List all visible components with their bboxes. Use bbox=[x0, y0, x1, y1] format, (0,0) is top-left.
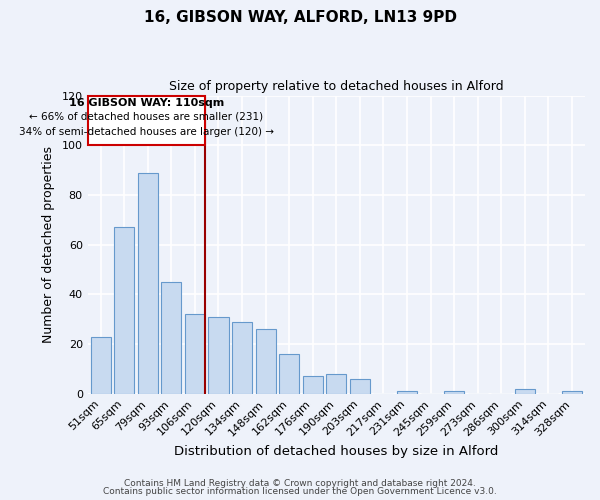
Bar bbox=[303, 376, 323, 394]
Bar bbox=[279, 354, 299, 394]
Title: Size of property relative to detached houses in Alford: Size of property relative to detached ho… bbox=[169, 80, 503, 93]
Bar bbox=[161, 282, 181, 394]
Bar bbox=[208, 317, 229, 394]
Bar bbox=[232, 322, 252, 394]
X-axis label: Distribution of detached houses by size in Alford: Distribution of detached houses by size … bbox=[174, 444, 499, 458]
Bar bbox=[515, 389, 535, 394]
Bar bbox=[185, 314, 205, 394]
FancyBboxPatch shape bbox=[88, 96, 205, 146]
Bar bbox=[138, 172, 158, 394]
Bar bbox=[91, 336, 110, 394]
Bar bbox=[326, 374, 346, 394]
Bar bbox=[114, 228, 134, 394]
Bar bbox=[397, 392, 417, 394]
Text: 16, GIBSON WAY, ALFORD, LN13 9PD: 16, GIBSON WAY, ALFORD, LN13 9PD bbox=[143, 10, 457, 25]
Text: Contains HM Land Registry data © Crown copyright and database right 2024.: Contains HM Land Registry data © Crown c… bbox=[124, 478, 476, 488]
Text: ← 66% of detached houses are smaller (231): ← 66% of detached houses are smaller (23… bbox=[29, 112, 263, 122]
Text: 16 GIBSON WAY: 110sqm: 16 GIBSON WAY: 110sqm bbox=[68, 98, 224, 108]
Bar bbox=[444, 392, 464, 394]
Bar bbox=[562, 392, 582, 394]
Text: Contains public sector information licensed under the Open Government Licence v3: Contains public sector information licen… bbox=[103, 487, 497, 496]
Text: 34% of semi-detached houses are larger (120) →: 34% of semi-detached houses are larger (… bbox=[19, 126, 274, 136]
Bar bbox=[350, 379, 370, 394]
Y-axis label: Number of detached properties: Number of detached properties bbox=[42, 146, 55, 343]
Bar bbox=[256, 329, 275, 394]
